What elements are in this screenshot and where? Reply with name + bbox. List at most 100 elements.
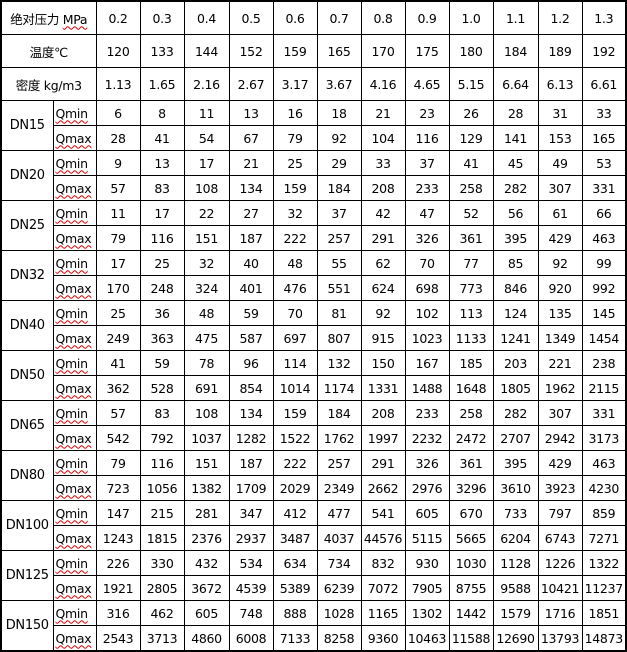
qmax-value-cell: 362 (95, 375, 141, 401)
qmax-value-cell: 528 (139, 375, 185, 401)
qmax-value-cell: 8258 (316, 625, 362, 652)
qmin-value-cell: 11 (95, 200, 141, 226)
qmax-value-cell: 1522 (272, 425, 318, 451)
qmin-value-cell: 48 (272, 250, 318, 276)
qmin-value-cell: 185 (448, 350, 494, 376)
qmin-value-cell: 113 (448, 300, 494, 326)
qmin-value-cell: 8 (139, 100, 185, 126)
qmin-value-cell: 32 (183, 250, 230, 276)
qmin-label-cell: Qmin (52, 450, 97, 476)
temperature-cell: 152 (228, 34, 274, 68)
pressure-cell: 0.2 (95, 0, 141, 35)
pressure-cell: 0.8 (360, 0, 406, 35)
qmax-value-cell: 551 (316, 275, 362, 301)
qmin-value-cell: 16 (272, 100, 318, 126)
qmax-value-cell: 184 (316, 175, 362, 201)
qmax-value-cell: 1997 (360, 425, 406, 451)
qmax-value-cell: 331 (581, 175, 627, 201)
qmax-value-cell: 792 (139, 425, 185, 451)
qmin-value-cell: 13 (228, 100, 274, 126)
qmax-value-cell: 2029 (272, 475, 318, 501)
qmax-value-cell: 258 (448, 175, 494, 201)
qmax-value-cell: 476 (272, 275, 318, 301)
pressure-cell: 1.2 (537, 0, 583, 35)
qmin-value-cell: 124 (492, 300, 539, 326)
pressure-cell: 1.3 (581, 0, 627, 35)
qmin-label-cell: Qmin (52, 300, 97, 326)
qmin-value-cell: 1851 (581, 600, 627, 626)
pressure-cell: 0.9 (404, 0, 450, 35)
temperature-row: 温度℃ 120 133 144 152 159 165 170 175 180 184 189 192 (0, 34, 627, 68)
qmax-value-cell: 1241 (492, 325, 539, 351)
table-row-dn20-qmax: Qmax 57 83 108 134 159 184 208 233 258 282 307 331 (1, 175, 627, 201)
qmax-value-cell: 1454 (581, 325, 627, 351)
qmax-value-cell: 395 (492, 225, 539, 251)
qmin-value-cell: 29 (316, 150, 362, 176)
qmax-label-cell: Qmax (52, 525, 97, 551)
temperature-cell: 120 (95, 34, 141, 68)
qmin-value-cell: 605 (404, 500, 450, 526)
qmin-value-cell: 26 (448, 100, 494, 126)
qmax-value-cell: 248 (139, 275, 185, 301)
qmax-value-cell: 2662 (360, 475, 406, 501)
qmin-label-cell: Qmin (52, 200, 97, 226)
qmax-value-cell: 79 (272, 125, 318, 151)
qmax-value-cell: 44576 (360, 525, 406, 551)
qmax-value-cell: 361 (448, 225, 494, 251)
qmin-value-cell: 13 (139, 150, 185, 176)
qmin-value-cell: 37 (316, 200, 362, 226)
qmin-value-cell: 281 (183, 500, 230, 526)
qmin-value-cell: 395 (492, 450, 539, 476)
qmin-value-cell: 62 (360, 250, 406, 276)
qmax-value-cell: 1282 (228, 425, 274, 451)
qmin-label-cell: Qmin (52, 250, 97, 276)
qmax-value-cell: 83 (139, 175, 185, 201)
table-row-dn125-qmax: Qmax 1921 2805 3672 4539 5389 6239 7072 7905 8755… (1, 575, 627, 601)
qmax-value-cell: 134 (228, 175, 274, 201)
qmax-label-cell: Qmax (52, 375, 97, 401)
qmax-value-cell: 5389 (272, 575, 318, 601)
density-cell: 6.61 (581, 67, 627, 101)
qmin-value-cell: 145 (581, 300, 627, 326)
qmin-value-cell: 221 (537, 350, 583, 376)
qmin-label: Qmin (55, 455, 89, 471)
table-row-dn125-qmin: DN125 Qmin 226 330 432 534 634 734 832 930 1030 112… (0, 550, 627, 601)
qmax-value-cell: 1762 (316, 425, 362, 451)
qmin-value-cell: 326 (404, 450, 450, 476)
table-row-dn50-qmin: DN50 Qmin 41 59 78 96 114 132 150 167 185 203 221 238 (0, 350, 627, 401)
qmin-label: Qmin (55, 605, 89, 621)
qmin-label: Qmin (55, 405, 89, 421)
qmax-label-cell: Qmax (52, 325, 97, 351)
qmax-value-cell: 542 (95, 425, 141, 451)
qmax-label: Qmax (55, 330, 92, 346)
qmin-value-cell: 32 (272, 200, 318, 226)
qmin-value-cell: 57 (95, 400, 141, 426)
density-label: 密度 kg/m3 (0, 67, 97, 101)
pressure-unit: MPa (62, 11, 88, 27)
qmin-value-cell: 1322 (581, 550, 627, 576)
qmax-value-cell: 2942 (537, 425, 583, 451)
qmax-value-cell: 2349 (316, 475, 362, 501)
qmin-value-cell: 135 (537, 300, 583, 326)
qmax-label: Qmax (55, 230, 92, 246)
qmax-value-cell: 401 (228, 275, 274, 301)
qmax-value-cell: 57 (95, 175, 141, 201)
density-row: 密度 kg/m3 1.13 1.65 2.16 2.67 3.17 3.67 4.16 4.6… (0, 67, 627, 101)
qmax-value-cell: 3923 (537, 475, 583, 501)
qmax-value-cell: 429 (537, 225, 583, 251)
qmax-value-cell: 1243 (95, 525, 141, 551)
qmax-value-cell: 915 (360, 325, 406, 351)
pressure-cell: 0.4 (183, 0, 230, 35)
pressure-cell: 0.3 (139, 0, 185, 35)
qmax-value-cell: 104 (360, 125, 406, 151)
qmin-value-cell: 116 (139, 450, 185, 476)
dn-size-label: DN20 (0, 150, 54, 201)
qmin-value-cell: 61 (537, 200, 583, 226)
qmax-value-cell: 2543 (95, 625, 141, 652)
qmax-value-cell: 363 (139, 325, 185, 351)
qmin-label: Qmin (55, 305, 89, 321)
qmin-value-cell: 733 (492, 500, 539, 526)
pressure-cell: 1.1 (492, 0, 539, 35)
qmax-label: Qmax (55, 380, 92, 396)
qmin-value-cell: 432 (183, 550, 230, 576)
